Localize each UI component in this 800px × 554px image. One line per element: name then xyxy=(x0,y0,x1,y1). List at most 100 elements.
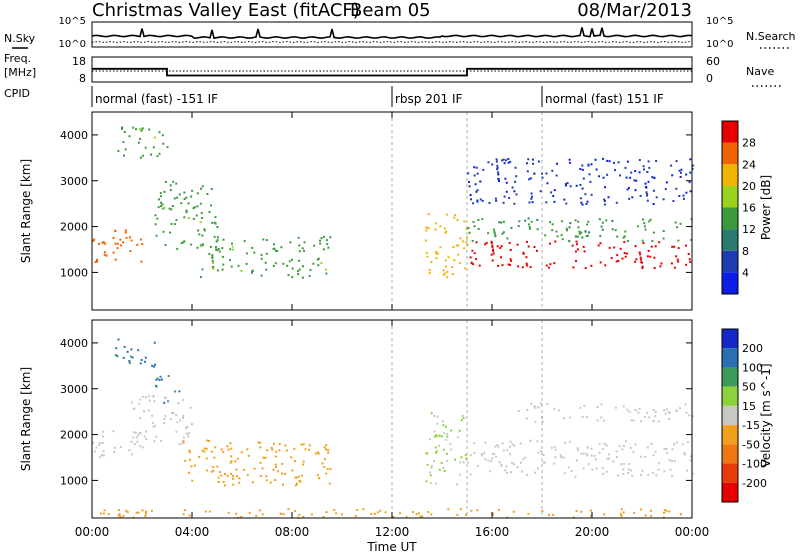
echo-cell xyxy=(577,449,580,452)
echo-cell xyxy=(655,160,658,162)
echo-cell xyxy=(298,513,301,516)
echo-cell xyxy=(216,249,219,252)
echo-cell xyxy=(231,242,233,245)
echo-cell xyxy=(638,159,641,161)
echo-cell xyxy=(154,363,157,366)
echo-cell xyxy=(683,452,686,455)
echo-cell xyxy=(435,482,438,485)
echo-cell xyxy=(425,226,428,229)
cpid-segment: rbsp 201 IF xyxy=(395,92,462,106)
echo-cell xyxy=(325,272,328,275)
x-tick-label: 08:00 xyxy=(275,525,310,539)
echo-cell xyxy=(681,443,684,446)
echo-cell xyxy=(212,262,214,264)
echo-cell xyxy=(641,261,643,264)
echo-cell xyxy=(540,402,542,405)
echo-cell xyxy=(496,167,499,169)
echo-cell xyxy=(430,412,433,415)
echo-cell xyxy=(601,221,604,224)
echo-cell xyxy=(187,432,190,435)
echo-cell xyxy=(130,440,133,443)
echo-cell xyxy=(644,455,647,458)
echo-cell xyxy=(436,434,439,437)
echo-cell xyxy=(623,235,626,238)
echo-cell xyxy=(216,236,219,239)
echo-cell xyxy=(325,268,328,271)
echo-cell xyxy=(210,470,213,473)
echo-cell xyxy=(461,414,464,417)
echo-cell xyxy=(260,274,263,277)
echo-cell xyxy=(317,452,320,455)
echo-cell xyxy=(120,244,122,247)
echo-cell xyxy=(125,236,128,239)
echo-cell xyxy=(685,469,688,472)
echo-cell xyxy=(209,245,212,248)
echo-cell xyxy=(284,444,287,447)
echo-cell xyxy=(196,205,199,208)
echo-cell xyxy=(501,159,504,162)
echo-cell xyxy=(144,146,147,149)
echo-cell xyxy=(427,227,430,230)
echo-cell xyxy=(462,461,465,464)
echo-cell xyxy=(628,186,630,189)
echo-cell xyxy=(588,231,590,234)
echo-cell xyxy=(607,196,610,199)
echo-cell xyxy=(264,261,267,264)
echo-cell xyxy=(102,435,104,438)
echo-cell xyxy=(527,245,530,248)
y-tick-label: 2000 xyxy=(60,429,88,442)
echo-cell xyxy=(601,467,604,470)
echo-cell xyxy=(140,359,143,361)
echo-cell xyxy=(646,446,649,449)
echo-cell xyxy=(121,127,124,130)
echo-cell xyxy=(430,513,433,516)
echo-cell xyxy=(689,190,692,193)
echo-cell xyxy=(673,443,676,446)
echo-cell xyxy=(392,516,395,519)
echo-cell xyxy=(201,185,204,188)
echo-cell xyxy=(465,227,468,230)
echo-cell xyxy=(145,510,147,513)
y-tick-label: 4000 xyxy=(60,337,88,350)
echo-cell xyxy=(673,266,676,269)
echo-cell xyxy=(123,345,126,348)
y-tick-label: 4000 xyxy=(60,129,88,142)
echo-cell xyxy=(117,338,120,341)
echo-cell xyxy=(428,268,431,271)
echo-cell xyxy=(532,162,535,165)
echo-cell xyxy=(689,459,692,462)
echo-cell xyxy=(646,255,649,258)
echo-cell xyxy=(657,468,660,471)
echo-cell xyxy=(164,415,167,418)
echo-cell xyxy=(680,513,682,516)
echo-cell xyxy=(310,513,313,516)
echo-cell xyxy=(622,468,625,471)
echo-cell xyxy=(172,180,175,183)
echo-cell xyxy=(227,448,230,451)
echo-cell xyxy=(221,247,224,250)
echo-cell xyxy=(653,267,656,269)
echo-cell xyxy=(632,451,635,453)
echo-cell xyxy=(473,451,476,454)
echo-cell xyxy=(217,248,220,250)
echo-cell xyxy=(101,242,104,244)
echo-cell xyxy=(537,160,540,163)
echo-cell xyxy=(580,231,583,234)
echo-cell xyxy=(642,165,645,168)
colorbar-frame xyxy=(721,328,739,503)
echo-cell xyxy=(525,262,528,265)
echo-cell xyxy=(231,245,234,248)
echo-cell xyxy=(578,232,581,235)
echo-cell xyxy=(447,256,450,259)
echo-cell xyxy=(161,134,164,137)
echo-cell xyxy=(136,243,139,246)
echo-cell xyxy=(649,218,652,221)
echo-cell xyxy=(168,207,171,210)
echo-cell xyxy=(483,452,486,455)
colorbar-segment xyxy=(722,121,738,143)
echo-cell xyxy=(540,450,542,452)
echo-cell xyxy=(436,415,439,418)
echo-cell xyxy=(327,451,330,454)
echo-cell xyxy=(153,136,156,139)
echo-cell xyxy=(119,238,122,241)
